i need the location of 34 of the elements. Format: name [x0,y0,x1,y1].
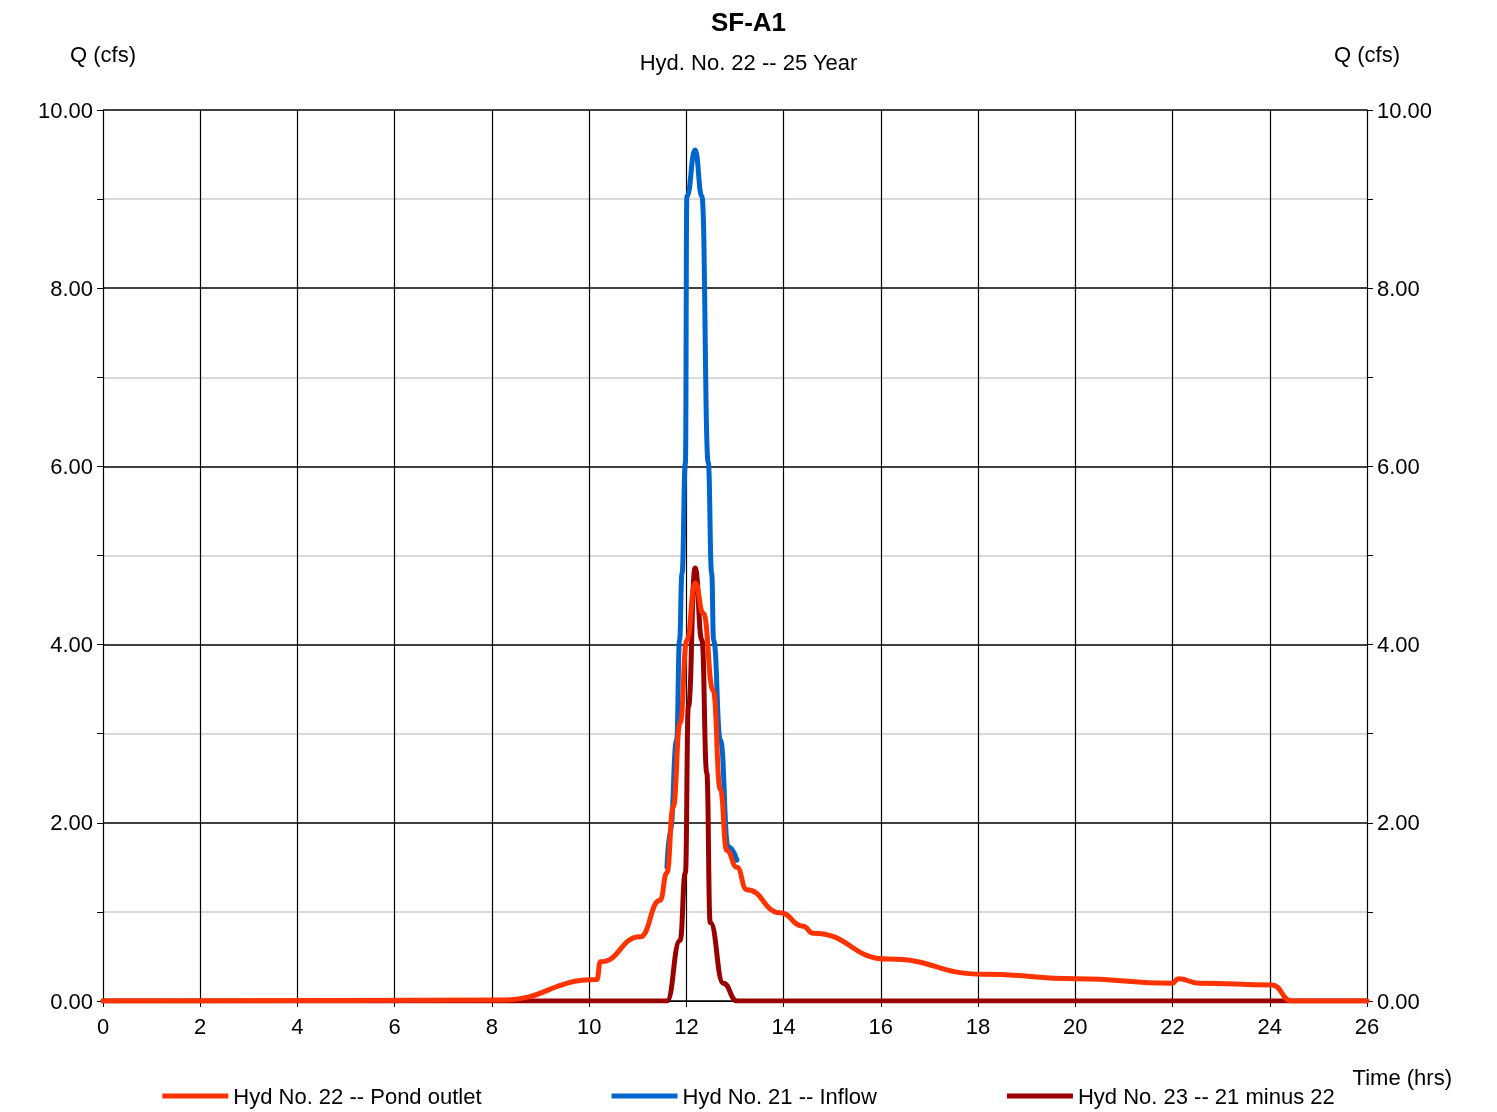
y2-tick-label: 6.00 [1377,453,1420,479]
x-tick-label: 8 [485,1013,499,1039]
x-tick-label: 26 [1354,1013,1380,1039]
y-tick-label: 10.00 [37,97,93,123]
y-tick-label: 8.00 [50,275,93,301]
x-tick-label: 12 [674,1013,699,1039]
x-tick-label: 2 [194,1013,207,1039]
chart-subtitle: Hyd. No. 22 -- 25 Year [639,49,858,75]
y-tick-label: 4.00 [50,632,93,658]
x-axis-title: Time (hrs) [1352,1064,1453,1090]
x-tick-label: 10 [576,1013,602,1039]
y-tick-label: 2.00 [50,810,93,836]
y2-tick-label: 4.00 [1377,632,1420,658]
y-tick-label: 0.00 [50,988,93,1014]
legend-label: Hyd No. 21 -- Inflow [682,1083,878,1109]
x-tick-label: 18 [965,1013,991,1039]
y2-tick-label: 10.00 [1377,97,1433,123]
x-tick-label: 0 [96,1013,110,1039]
legend-label: Hyd No. 22 -- Pond outlet [233,1083,482,1109]
chart-title: SF-A1 [710,7,787,37]
y2-axis-title: Q (cfs) [1334,41,1400,67]
y2-tick-label: 8.00 [1377,275,1420,301]
x-tick-label: 6 [388,1013,401,1039]
x-tick-label: 14 [771,1013,796,1039]
y-axis-title: Q (cfs) [70,41,136,67]
x-tick-label: 22 [1160,1013,1185,1039]
legend-label: Hyd No. 23 -- 21 minus 22 [1077,1083,1335,1109]
y-tick-label: 6.00 [50,453,93,479]
x-tick-label: 16 [868,1013,894,1039]
x-tick-label: 24 [1257,1013,1283,1039]
y2-tick-label: 0.00 [1377,988,1420,1014]
x-tick-label: 20 [1063,1013,1088,1039]
y2-tick-label: 2.00 [1377,810,1420,836]
x-tick-label: 4 [291,1013,304,1039]
